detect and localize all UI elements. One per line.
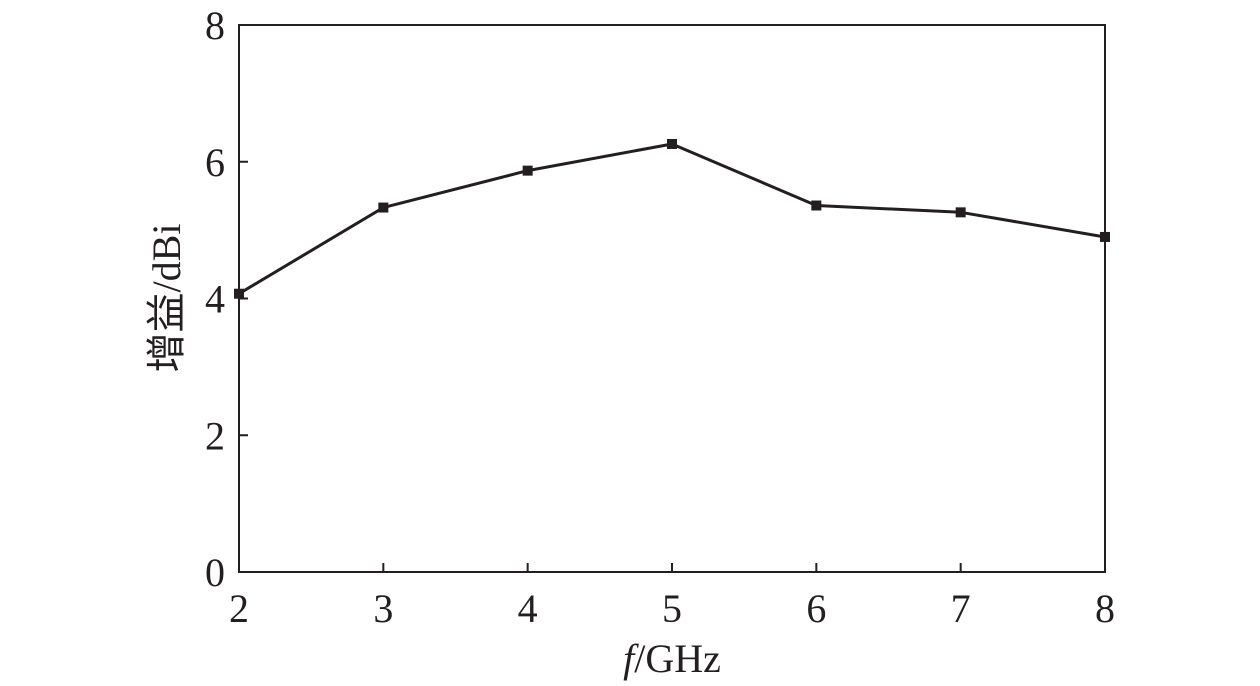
x-tick-label: 6: [806, 586, 826, 631]
data-point: [955, 207, 966, 218]
x-tick-label: 2: [229, 586, 249, 631]
y-tick-label: 6: [205, 140, 225, 185]
plot-border: [238, 24, 1106, 573]
data-point: [1100, 231, 1110, 242]
x-tick-label: 5: [662, 586, 682, 631]
y-tick-label: 2: [205, 413, 225, 458]
x-axis-title: f/GHz: [623, 636, 721, 681]
y-tick-label: 4: [205, 277, 225, 322]
y-tick-label: 8: [205, 3, 225, 48]
data-point: [234, 288, 244, 299]
data-point: [378, 202, 389, 213]
x-tick-label: 4: [518, 586, 538, 631]
y-tick-label: 0: [205, 550, 225, 595]
plot-area: [238, 24, 1106, 573]
x-tick-label: 3: [373, 586, 393, 631]
y-axis: 0 2 4 6 8: [205, 3, 248, 595]
data-point: [667, 138, 677, 149]
x-axis: 2 3 4 5 6 7 8: [229, 563, 1115, 631]
series-layer: [234, 138, 1110, 299]
series-line: [238, 142, 1106, 295]
y-axis-title: 增益/dBi: [144, 224, 189, 373]
x-axis-title-unit: /GHz: [634, 636, 721, 681]
x-tick-label: 8: [1095, 586, 1115, 631]
data-point: [811, 200, 822, 211]
x-tick-label: 7: [951, 586, 971, 631]
data-point: [522, 165, 533, 176]
